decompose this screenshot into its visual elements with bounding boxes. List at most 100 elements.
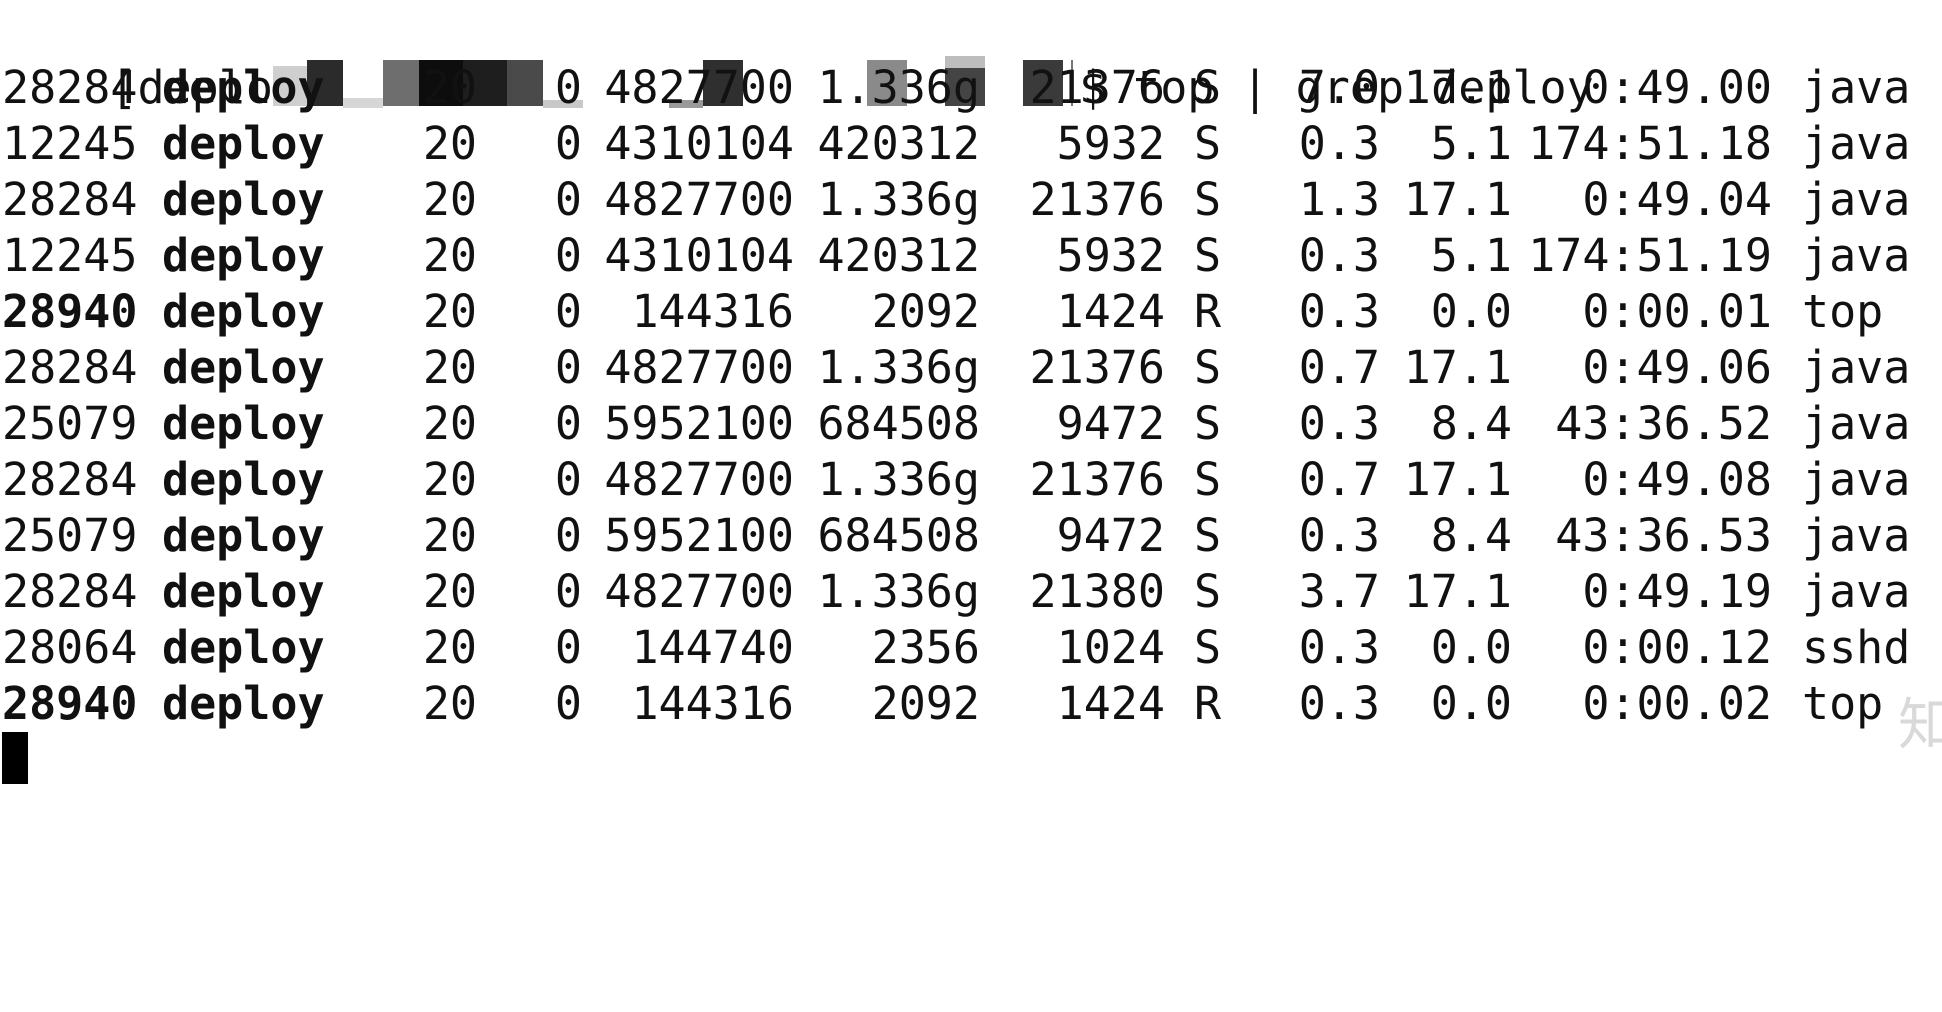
process-row: 28940 deploy 20 0 144316 2092 1424 R 0.3 0.0 0:00.… [2, 284, 1942, 340]
cell-ni: 0 [554, 117, 582, 170]
cell-pr: 20 [422, 509, 477, 562]
cell-mem: 5.1 [1430, 229, 1512, 282]
cell-cpu: 7.0 [1298, 61, 1380, 114]
cell-cmd: java [1802, 341, 1911, 394]
cell-res: 1.336g [817, 173, 980, 226]
cell-virt: 4827700 [604, 565, 794, 618]
cell-time: 0:49.08 [1582, 453, 1772, 506]
cell-cmd: java [1802, 453, 1911, 506]
cell-virt: 4827700 [604, 61, 794, 114]
cell-cpu: 1.3 [1298, 173, 1380, 226]
cell-cpu: 0.3 [1298, 677, 1380, 730]
cell-res: 684508 [817, 509, 980, 562]
cell-virt: 144740 [631, 621, 794, 674]
process-row: 28284 deploy 20 0 4827700 1.336g 21376 S 7.0 17.1… [2, 60, 1942, 116]
cell-res: 420312 [817, 229, 980, 282]
redacted-hostname-block [272, 56, 1079, 112]
cell-ni: 0 [554, 341, 582, 394]
process-row: 28284 deploy 20 0 4827700 1.336g 21380 S 3.7 17.1… [2, 564, 1942, 620]
cell-ni: 0 [554, 621, 582, 674]
cell-mem: 17.1 [1403, 61, 1512, 114]
cell-s: S [1194, 621, 1222, 674]
cell-pr: 20 [422, 61, 477, 114]
cell-mem: 8.4 [1430, 509, 1512, 562]
cell-shr: 1424 [1056, 677, 1165, 730]
process-row: 28940 deploy 20 0 144316 2092 1424 R 0.3 0.0 0:00.… [2, 676, 1942, 732]
cell-user: deploy [162, 285, 325, 338]
command-prompt-line: [deplo $ top | grep deploy [2, 4, 1942, 114]
process-row: 28064 deploy 20 0 144740 2356 1024 S 0.3 0.0 0:00.… [2, 620, 1942, 676]
cell-cmd: java [1802, 565, 1911, 618]
prompt-command: $ top | grep deploy [1078, 61, 1594, 114]
cell-shr: 1424 [1056, 285, 1165, 338]
cell-pid: 28940 [2, 285, 138, 338]
cell-ni: 0 [554, 565, 582, 618]
cell-time: 43:36.52 [1555, 397, 1772, 450]
cell-virt: 5952100 [604, 509, 794, 562]
cell-shr: 21380 [1029, 565, 1165, 618]
cell-shr: 21376 [1029, 173, 1165, 226]
cell-user: deploy [162, 173, 325, 226]
cell-cpu: 0.3 [1298, 397, 1380, 450]
cell-cmd: java [1802, 117, 1911, 170]
process-row: 28284 deploy 20 0 4827700 1.336g 21376 S 0.7 17.1… [2, 340, 1942, 396]
process-row: 28284 deploy 20 0 4827700 1.336g 21376 S 1.3 17.1… [2, 172, 1942, 228]
cell-pid: 12245 [2, 229, 138, 282]
process-row: 12245 deploy 20 0 4310104 420312 5932 S 0.3 5.1 17… [2, 228, 1942, 284]
cell-pr: 20 [422, 229, 477, 282]
cell-mem: 5.1 [1430, 117, 1512, 170]
cell-pid: 28284 [2, 565, 138, 618]
cell-virt: 144316 [631, 677, 794, 730]
cell-virt: 144316 [631, 285, 794, 338]
cell-s: S [1194, 61, 1222, 114]
cell-ni: 0 [554, 229, 582, 282]
cell-ni: 0 [554, 173, 582, 226]
cell-mem: 17.1 [1403, 341, 1512, 394]
cell-s: S [1194, 509, 1222, 562]
cell-virt: 4827700 [604, 173, 794, 226]
cell-cpu: 0.3 [1298, 285, 1380, 338]
cell-mem: 0.0 [1430, 285, 1512, 338]
cell-cmd: top [1802, 285, 1884, 338]
cell-pid: 28284 [2, 341, 138, 394]
text-cursor [2, 732, 28, 784]
process-row: 12245 deploy 20 0 4310104 420312 5932 S 0.3 5.1 17… [2, 116, 1942, 172]
cell-pr: 20 [422, 453, 477, 506]
cell-res: 1.336g [817, 565, 980, 618]
cell-cmd: sshd [1802, 621, 1911, 674]
cell-mem: 17.1 [1403, 173, 1512, 226]
process-row: 25079 deploy 20 0 5952100 684508 9472 S 0.3 8.4 43… [2, 508, 1942, 564]
cell-s: S [1194, 397, 1222, 450]
cell-pr: 20 [422, 677, 477, 730]
cell-time: 0:00.01 [1582, 285, 1772, 338]
cell-time: 0:49.00 [1582, 61, 1772, 114]
cell-ni: 0 [554, 285, 582, 338]
cell-res: 1.336g [817, 61, 980, 114]
cell-time: 0:49.04 [1582, 173, 1772, 226]
cell-user: deploy [162, 565, 325, 618]
cell-pid: 28284 [2, 173, 138, 226]
cell-time: 0:49.19 [1582, 565, 1772, 618]
cell-time: 174:51.18 [1528, 117, 1772, 170]
cell-shr: 9472 [1056, 397, 1165, 450]
cell-pid: 25079 [2, 509, 138, 562]
cell-s: S [1194, 173, 1222, 226]
cell-virt: 4310104 [604, 229, 794, 282]
process-row: 28284 deploy 20 0 4827700 1.336g 21376 S 0.7 17.1… [2, 452, 1942, 508]
cell-virt: 4827700 [604, 453, 794, 506]
cell-mem: 0.0 [1430, 677, 1512, 730]
terminal-window[interactable]: [deplo $ top | grep deploy 28284 deploy 20… [0, 0, 1942, 814]
top-output: 28284 deploy 20 0 4827700 1.336g 21376 S 7.0 17.1… [2, 60, 1942, 732]
cell-user: deploy [162, 453, 325, 506]
cell-cmd: java [1802, 173, 1911, 226]
cell-res: 2092 [871, 677, 980, 730]
cell-user: deploy [162, 61, 325, 114]
cell-shr: 21376 [1029, 61, 1165, 114]
cell-cmd: top [1802, 677, 1884, 730]
cell-ni: 0 [554, 61, 582, 114]
cell-virt: 5952100 [604, 397, 794, 450]
cell-shr: 1024 [1056, 621, 1165, 674]
cell-virt: 4310104 [604, 117, 794, 170]
cell-s: R [1194, 677, 1222, 730]
cell-s: S [1194, 229, 1222, 282]
